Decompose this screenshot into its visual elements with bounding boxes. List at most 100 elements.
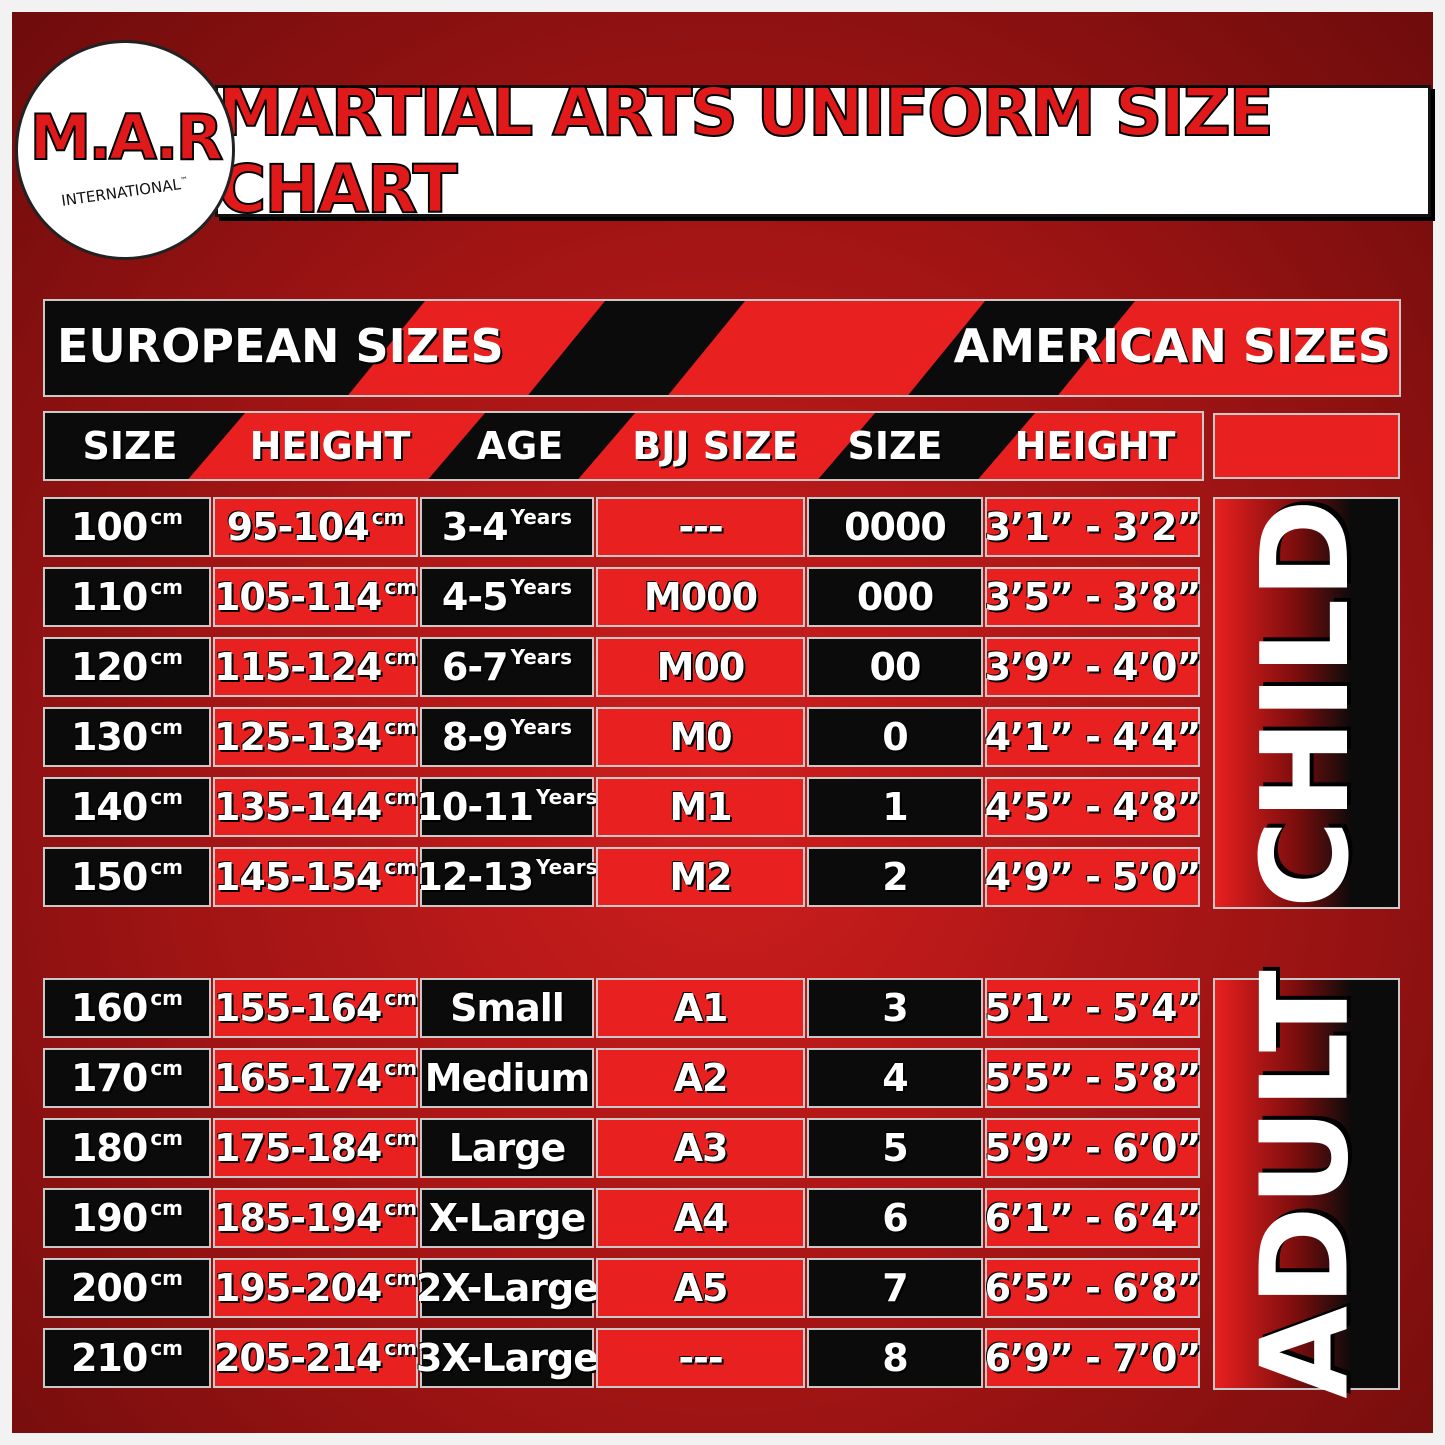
column-label: BJJ SIZE	[632, 424, 798, 468]
cell-text: 180	[70, 1126, 148, 1170]
cell-text: 115-124	[213, 645, 382, 689]
table-cell: 105-114 cm	[213, 567, 418, 627]
cell-unit: Years	[536, 785, 598, 809]
cell-unit: cm	[150, 575, 184, 599]
table-cell: X-Large	[420, 1188, 594, 1248]
table-cell: 200 cm	[43, 1258, 211, 1318]
table-cell: 8	[807, 1328, 983, 1388]
cell-text: A4	[673, 1196, 729, 1240]
column-label: HEIGHT	[249, 424, 411, 468]
table-cell: 155-164 cm	[213, 978, 418, 1038]
cell-text: A1	[673, 986, 729, 1030]
cell-text: 150	[70, 855, 148, 899]
table-cell: 180 cm	[43, 1118, 211, 1178]
table-cell: 5	[807, 1118, 983, 1178]
table-cell: ---	[596, 497, 805, 557]
table-cell: 2X-Large	[416, 1258, 599, 1318]
cell-text: 4-5	[441, 575, 509, 619]
logo-subtitle-text: INTERNATIONAL	[60, 175, 182, 210]
table-cell: 140 cm	[43, 777, 211, 837]
banner-left: EUROPEAN SIZES	[57, 319, 504, 373]
table-cell: 205-214 cm	[213, 1328, 418, 1388]
cell-unit: Years	[536, 855, 598, 879]
cell-text: 3’1” - 3’2”	[984, 505, 1202, 549]
cell-text: 185-194	[213, 1196, 382, 1240]
cell-unit: Years	[510, 645, 573, 669]
table-cell: 5’9” - 6’0”	[985, 1118, 1201, 1178]
cell-unit: cm	[150, 785, 184, 809]
column-label: SIZE	[847, 424, 943, 468]
table-cell: 0000	[807, 497, 983, 557]
cell-text: Medium	[424, 1056, 590, 1100]
cell-text: 190	[70, 1196, 148, 1240]
cell-text: A2	[673, 1056, 729, 1100]
table-cell: 3-4 Years	[420, 497, 594, 557]
cell-unit: cm	[384, 986, 418, 1010]
column-label: HEIGHT	[1014, 424, 1176, 468]
cell-unit: cm	[150, 1056, 184, 1080]
header-shapes	[45, 413, 1035, 479]
group-label-box: ADULT	[1213, 970, 1400, 1398]
cell-text: M000	[643, 575, 758, 619]
table-cell: 4’1” - 4’4”	[985, 707, 1201, 767]
cell-text: 105-114	[213, 575, 382, 619]
cell-text: 140	[70, 785, 148, 829]
cell-text: 165-174	[213, 1056, 382, 1100]
cell-text: ---	[678, 1336, 723, 1380]
cell-unit: Years	[510, 575, 573, 599]
table-cell: 160 cm	[43, 978, 211, 1038]
table-cell: 130 cm	[43, 707, 211, 767]
table-cell: A4	[596, 1188, 805, 1248]
table-cell: 125-134 cm	[213, 707, 418, 767]
table-cell: 170 cm	[43, 1048, 211, 1108]
cell-text: M0	[669, 715, 732, 759]
cell-unit: cm	[150, 505, 184, 529]
cell-unit: cm	[384, 1266, 418, 1290]
table-cell: Large	[420, 1118, 594, 1178]
panel: MARTIAL ARTS UNIFORM SIZE CHART M.A.R IN…	[12, 12, 1433, 1433]
table-cell: 5’5” - 5’8”	[985, 1048, 1201, 1108]
column-header: SIZE HEIGHT AGE BJJ SIZE SIZE HEIGHT	[43, 411, 1204, 481]
cell-text: 5	[882, 1126, 908, 1170]
cell-unit: cm	[371, 505, 405, 529]
cell-text: 3	[882, 986, 908, 1030]
table-cell: 165-174 cm	[213, 1048, 418, 1108]
cell-text: 120	[70, 645, 148, 689]
cell-text: 00	[869, 645, 922, 689]
table-cell: 5’1” - 5’4”	[985, 978, 1201, 1038]
cell-unit: Years	[510, 505, 573, 529]
column-label: AGE	[476, 424, 564, 468]
table-cell: 195-204 cm	[213, 1258, 418, 1318]
table-cell: M0	[596, 707, 805, 767]
table-cell: A5	[596, 1258, 805, 1318]
cell-unit: cm	[150, 1196, 184, 1220]
banner-stripes	[348, 301, 1399, 395]
table-cell: 3’1” - 3’2”	[984, 497, 1202, 557]
table-cell: 4-5 Years	[420, 567, 594, 627]
cell-text: 0	[882, 715, 908, 759]
cell-unit: cm	[384, 1196, 418, 1220]
table-cell: 6’5” - 6’8”	[985, 1258, 1201, 1318]
table-cell: 6-7 Years	[420, 637, 594, 697]
cell-text: 1	[882, 785, 908, 829]
cell-text: 3X-Large	[416, 1336, 599, 1380]
table-cell: 150 cm	[43, 847, 211, 907]
table-cell: 2	[807, 847, 983, 907]
cell-text: 3’5” - 3’8”	[984, 575, 1202, 619]
cell-unit: cm	[384, 785, 418, 809]
table-cell: Medium	[420, 1048, 594, 1108]
cell-text: 8	[882, 1336, 908, 1380]
table-cell: 3	[807, 978, 983, 1038]
cell-unit: cm	[150, 986, 184, 1010]
cell-text: 6-7	[441, 645, 509, 689]
logo-name: M.A.R	[29, 100, 225, 175]
table-cell: 4’9” - 5’0”	[985, 847, 1201, 907]
banner: EUROPEAN SIZES AMERICAN SIZES	[43, 299, 1401, 397]
table-cell: 145-154 cm	[213, 847, 418, 907]
cell-text: 0000	[844, 505, 947, 549]
table-cell: 100 cm	[43, 497, 211, 557]
table-cell: M000	[596, 567, 805, 627]
table-cell: 0	[807, 707, 983, 767]
logo-mark: ™	[179, 175, 189, 186]
